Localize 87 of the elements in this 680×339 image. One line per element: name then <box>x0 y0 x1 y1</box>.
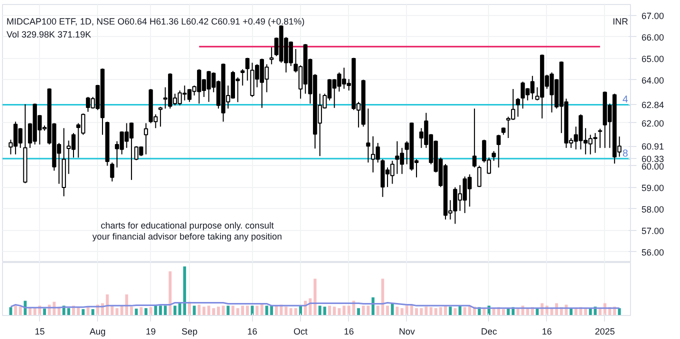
bar <box>82 309 85 316</box>
bar <box>448 306 452 316</box>
bar <box>116 308 118 316</box>
bar <box>134 308 138 316</box>
bar <box>415 308 418 316</box>
bar <box>198 304 201 316</box>
bar <box>284 306 288 316</box>
bar <box>332 306 336 316</box>
annotation: 8 <box>622 148 629 160</box>
y-tick-label: 62.00 <box>642 118 664 128</box>
bar <box>314 278 316 316</box>
y-tick-label: 60.91 <box>642 142 664 152</box>
bar <box>231 306 234 316</box>
bar <box>328 306 331 316</box>
x-tick-label: 16 <box>542 326 552 336</box>
y-tick-label: 56.00 <box>642 247 664 258</box>
bar <box>502 309 505 316</box>
bar <box>43 308 46 316</box>
y-tick-label: 67.00 <box>642 10 664 21</box>
bar <box>318 306 322 316</box>
candlestick <box>477 165 482 188</box>
bar <box>386 306 389 316</box>
candlestick <box>598 128 602 148</box>
bar <box>216 306 220 316</box>
annotation: 4 <box>622 94 629 106</box>
x-tick-label: Dec <box>480 326 498 336</box>
bar <box>342 306 346 316</box>
bar <box>241 306 244 316</box>
bar <box>430 307 432 316</box>
x-tick-label: Aug <box>90 326 106 336</box>
bar <box>270 306 274 316</box>
bar <box>390 303 394 316</box>
bar <box>400 308 404 316</box>
x-tick-label: Oct <box>294 326 308 336</box>
bar <box>256 306 259 316</box>
bar <box>226 306 230 316</box>
y-tick-label: 59.00 <box>642 182 664 193</box>
y-tick-label: 64.00 <box>642 75 664 86</box>
bar <box>130 306 133 316</box>
bar <box>144 308 148 316</box>
bar <box>149 307 152 316</box>
bar <box>140 307 143 316</box>
x-tick-label: 15 <box>34 326 45 336</box>
candlestick <box>496 134 501 168</box>
x-tick-label: Sep <box>181 326 198 336</box>
bar <box>91 309 94 316</box>
x-tick-label: 16 <box>344 326 354 336</box>
bar <box>357 308 360 316</box>
bar <box>618 308 621 316</box>
candlestick <box>110 162 114 182</box>
bar <box>454 308 457 316</box>
bar <box>174 306 176 316</box>
bar <box>289 308 292 316</box>
x-tick-label: 2025 <box>594 326 615 336</box>
x-tick-label: Nov <box>398 326 416 336</box>
bar <box>183 266 186 316</box>
bar <box>246 306 249 316</box>
candlestick <box>245 57 250 82</box>
candlestick <box>144 122 148 155</box>
annotation: charts for educational purpose only. consult your financial advisor before taking any position <box>92 220 282 242</box>
bar <box>159 306 162 316</box>
annotation: Vol 329.98K 371.19K <box>6 30 92 40</box>
candlestick <box>472 108 477 168</box>
bar <box>212 308 216 316</box>
y-tick-label: 57.00 <box>642 226 664 236</box>
candlestick <box>366 108 370 164</box>
annotation: INR <box>612 16 629 26</box>
candlestick <box>270 46 274 65</box>
bar <box>18 306 22 316</box>
y-tick-label: 65.00 <box>642 54 664 64</box>
y-tick-label: 58.00 <box>642 204 664 214</box>
candlestick <box>492 150 496 162</box>
bar <box>396 306 399 316</box>
candlestick <box>158 106 163 128</box>
x-tick-label: 19 <box>146 326 156 336</box>
bar <box>14 306 17 316</box>
y-tick-label: 66.00 <box>642 32 664 42</box>
candlestick <box>240 68 245 86</box>
chart-title: MIDCAP100 ETF, 1D, NSE O60.64 H61.36 L60.42 C60.91 +0.49 (+0.81%) <box>6 16 305 26</box>
bar <box>168 271 172 316</box>
x-tick-label: 16 <box>247 326 258 336</box>
bar <box>202 306 206 316</box>
bar <box>86 307 90 316</box>
candlestick <box>516 98 520 118</box>
bar <box>154 306 158 316</box>
ref-line-label: 62.84 <box>642 100 664 110</box>
bar <box>372 297 374 316</box>
